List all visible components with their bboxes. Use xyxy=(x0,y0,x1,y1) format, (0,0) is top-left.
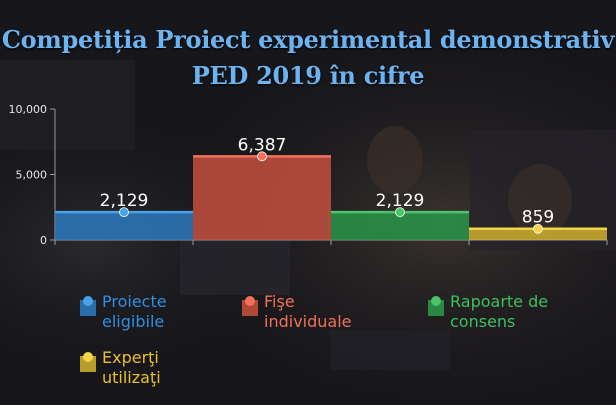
legend-label: Rapoarte de consens xyxy=(450,292,549,331)
legend-swatch xyxy=(428,294,444,316)
chart-title-line-1: Competiția Proiect experimental demonstr… xyxy=(1,25,615,54)
data-point-marker xyxy=(119,207,129,218)
legend-swatch-dot xyxy=(431,296,441,306)
bar xyxy=(193,156,331,240)
legend-item: Proiecte eligibile xyxy=(80,292,220,332)
chart-title-line-2: PED 2019 în cifre xyxy=(191,61,425,90)
data-label: 2,129 xyxy=(376,191,425,211)
legend-item: Experţi utilizaţi xyxy=(80,348,220,388)
data-label: 6,387 xyxy=(238,135,287,155)
y-tick-label: 5,000 xyxy=(16,169,48,182)
y-tick-label: 0 xyxy=(40,234,47,247)
y-tick-label: 10,000 xyxy=(9,103,48,116)
data-label: 2,129 xyxy=(100,191,149,211)
bar xyxy=(469,228,607,240)
legend-swatch-dot xyxy=(83,352,93,362)
legend-label: Proiecte eligibile xyxy=(102,292,167,331)
legend-swatch xyxy=(80,350,96,372)
data-point-marker xyxy=(533,223,543,234)
legend-swatch-dot xyxy=(245,296,255,306)
data-label: 859 xyxy=(522,208,554,228)
legend-swatch-dot xyxy=(83,296,93,306)
legend-swatch xyxy=(80,294,96,316)
data-point-marker xyxy=(257,151,267,162)
legend-item: Rapoarte de consens xyxy=(428,292,568,332)
legend-label: Experţi utilizaţi xyxy=(102,348,161,387)
legend-label: Fişe individuale xyxy=(264,292,352,331)
chart-title: Competiția Proiect experimental demonstr… xyxy=(0,22,616,94)
legend-item: Fişe individuale xyxy=(242,292,382,332)
legend-swatch xyxy=(242,294,258,316)
data-point-marker xyxy=(395,207,405,218)
